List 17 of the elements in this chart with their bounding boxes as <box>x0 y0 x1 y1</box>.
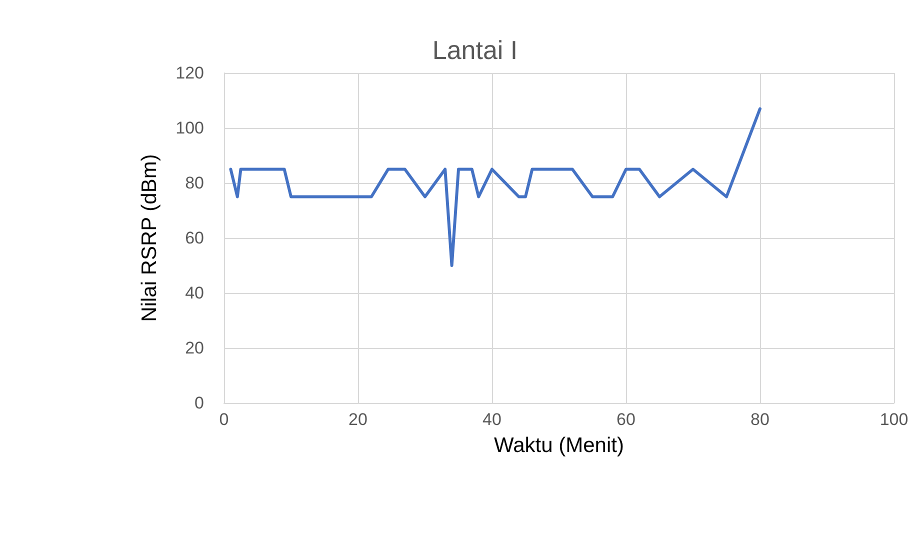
x-tick-label: 60 <box>616 410 636 429</box>
y-tick-label: 20 <box>185 338 204 358</box>
y-tick-label: 40 <box>185 284 204 302</box>
x-tick-label: 20 <box>348 410 368 429</box>
y-tick-label: 60 <box>185 228 204 248</box>
x-tick-label: 0 <box>219 410 229 429</box>
x-axis-title: Waktu (Menit) <box>494 434 624 457</box>
x-tick-label: 40 <box>482 410 502 429</box>
y-tick-label: 0 <box>194 394 204 412</box>
y-tick-label: 80 <box>185 174 204 192</box>
y-tick-label: 120 <box>176 64 204 82</box>
y-tick-label: 100 <box>176 118 204 138</box>
x-tick-label: 80 <box>750 410 770 429</box>
x-tick-label: 100 <box>880 410 908 429</box>
line-series <box>229 107 762 267</box>
y-axis-title: Nilai RSRP (dBm) <box>138 154 161 322</box>
chart-title: Lantai I <box>432 35 518 65</box>
